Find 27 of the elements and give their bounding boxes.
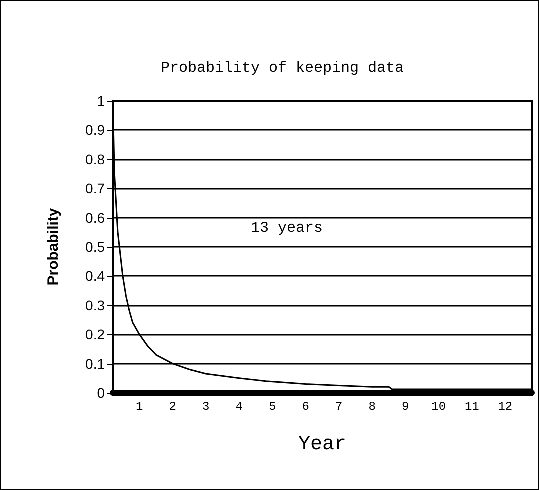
x-tick-label: 1 [136, 400, 144, 414]
annotation: 13 years [251, 220, 324, 237]
x-tick-label: 4 [236, 400, 243, 414]
y-tick-label: 0.8 [86, 151, 106, 168]
x-tick-label: 5 [269, 400, 276, 414]
y-tick-label: 0.1 [86, 356, 106, 372]
x-tick-label: 2 [169, 400, 176, 414]
x-tick-label: 7 [336, 400, 343, 414]
x-axis-title: Year [298, 434, 347, 456]
x-tick-label: 10 [432, 400, 446, 414]
y-tick-label: 0.6 [86, 210, 106, 226]
y-tick-label: 1 [97, 93, 106, 109]
y-tick-label: 0.4 [86, 268, 106, 284]
x-tick-label: 9 [402, 400, 410, 414]
x-tick-label: 11 [464, 400, 480, 414]
y-tick-label: 0 [97, 385, 106, 401]
x-tick-label: 6 [302, 400, 310, 414]
x-tick-label: 8 [368, 400, 376, 414]
y-tick-label: 0.2 [86, 326, 106, 343]
y-axis-title: Probability [45, 208, 62, 286]
y-tick-label: 0.5 [86, 239, 106, 255]
x-tick-label: 3 [202, 400, 210, 414]
y-tick-label: 0.9 [86, 122, 106, 138]
x-tick-label: 12 [498, 400, 513, 414]
y-tick-label: 0.3 [86, 297, 106, 314]
chart-title: Probability of keeping data [161, 60, 404, 77]
y-tick-label: 0.7 [86, 180, 106, 197]
